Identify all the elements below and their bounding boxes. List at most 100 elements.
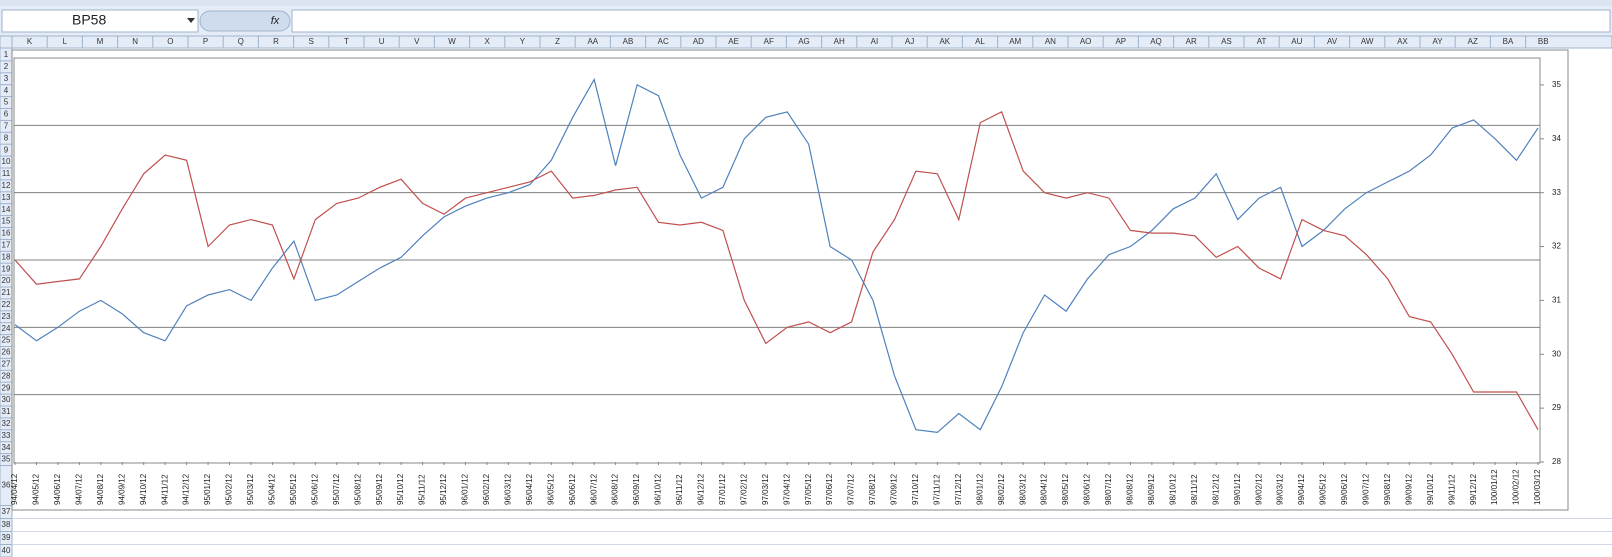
row-header: 30: [2, 395, 11, 404]
column-header: W: [448, 37, 456, 46]
x-tick-label: 96/11/12: [675, 474, 684, 505]
row-header: 4: [4, 86, 9, 95]
column-header: AR: [1186, 37, 1197, 46]
x-tick-label: 99/06/12: [1340, 473, 1349, 505]
x-tick-label: 95/05/12: [289, 473, 298, 505]
column-header: X: [485, 37, 491, 46]
column-header: Q: [238, 37, 244, 46]
x-tick-label: 99/07/12: [1362, 473, 1371, 505]
x-tick-label: 98/02/12: [997, 473, 1006, 505]
column-header: AK: [939, 37, 950, 46]
row-header: 3: [4, 74, 9, 83]
row-header: 28: [2, 371, 11, 380]
row-header: 38: [2, 520, 11, 529]
x-tick-label: 94/10/12: [139, 473, 148, 505]
formula-input[interactable]: [291, 9, 1611, 33]
x-tick-label: 97/10/12: [911, 473, 920, 505]
line-series: [14, 111, 1539, 430]
row-header: 10: [2, 157, 11, 166]
row-header: 33: [2, 431, 11, 440]
x-tick-label: 99/04/12: [1297, 473, 1306, 505]
x-tick-label: 94/04/12: [10, 473, 19, 505]
x-tick-label: 97/12/12: [954, 473, 963, 505]
name-box[interactable]: [1, 9, 199, 33]
row-header: 17: [2, 240, 11, 249]
x-tick-label: 95/06/12: [310, 473, 319, 505]
x-tick-label: 94/12/12: [182, 473, 191, 505]
x-tick-label: 99/12/12: [1469, 473, 1478, 505]
row-header: 20: [2, 276, 11, 285]
x-tick-label: 96/09/12: [632, 473, 641, 505]
column-header: AX: [1397, 37, 1408, 46]
x-tick-label: 96/06/12: [568, 473, 577, 505]
y-tick-label: 34: [1552, 134, 1561, 143]
row-header: 32: [2, 419, 11, 428]
column-header: AG: [798, 37, 810, 46]
x-tick-label: 95/01/12: [203, 473, 212, 505]
x-tick-label: 98/12/12: [1211, 473, 1220, 505]
x-tick-label: 98/08/12: [1126, 473, 1135, 505]
x-tick-label: 94/05/12: [32, 473, 41, 505]
x-tick-label: 95/10/12: [396, 473, 405, 505]
x-tick-label: 96/10/12: [654, 473, 663, 505]
x-tick-label: 98/10/12: [1168, 473, 1177, 505]
x-tick-label: 97/04/12: [782, 473, 791, 505]
x-tick-label: 95/11/12: [418, 474, 427, 505]
x-tick-label: 99/03/12: [1276, 473, 1285, 505]
name-box-dropdown[interactable]: [187, 18, 195, 23]
row-header: 5: [4, 98, 9, 107]
x-tick-label: 96/03/12: [503, 473, 512, 505]
column-header: AV: [1327, 37, 1338, 46]
column-header: AT: [1257, 37, 1267, 46]
x-tick-label: 95/08/12: [353, 473, 362, 505]
row-header: 23: [2, 312, 11, 321]
x-tick-label: 99/09/12: [1404, 473, 1413, 505]
x-tick-label: 100/02/12: [1512, 469, 1521, 505]
x-tick-label: 98/01/12: [975, 473, 984, 505]
row-header: 40: [2, 546, 11, 555]
x-tick-label: 96/01/12: [461, 473, 470, 505]
x-tick-label: 96/08/12: [611, 473, 620, 505]
x-tick-label: 99/10/12: [1426, 473, 1435, 505]
x-tick-label: 99/01/12: [1233, 473, 1242, 505]
fx-button[interactable]: fx: [271, 15, 280, 27]
x-tick-label: 94/09/12: [117, 473, 126, 505]
row-header: 22: [2, 300, 11, 309]
x-tick-label: 94/06/12: [53, 473, 62, 505]
x-tick-label: 97/01/12: [718, 473, 727, 505]
column-header: AO: [1080, 37, 1092, 46]
column-header: BB: [1538, 37, 1549, 46]
y-tick-label: 31: [1552, 296, 1561, 305]
column-header: Z: [555, 37, 560, 46]
row-header: 27: [2, 359, 11, 368]
x-tick-label: 97/07/12: [847, 473, 856, 505]
column-header: AZ: [1468, 37, 1478, 46]
row-header: 24: [2, 324, 11, 333]
x-tick-label: 96/04/12: [525, 473, 534, 505]
y-tick-label: 30: [1552, 349, 1561, 358]
column-header: AB: [623, 37, 634, 46]
row-header: 18: [2, 252, 11, 261]
x-tick-label: 97/09/12: [890, 473, 899, 505]
column-header: AS: [1221, 37, 1232, 46]
x-tick-label: 97/11/12: [932, 474, 941, 505]
x-tick-label: 95/07/12: [332, 473, 341, 505]
x-tick-label: 97/06/12: [825, 473, 834, 505]
x-tick-label: 94/07/12: [74, 473, 83, 505]
column-header: U: [379, 37, 385, 46]
column-header: AE: [728, 37, 739, 46]
y-tick-label: 35: [1552, 80, 1561, 89]
x-tick-label: 95/04/12: [268, 473, 277, 505]
x-tick-label: 94/11/12: [160, 474, 169, 505]
y-tick-label: 29: [1552, 403, 1561, 412]
row-header: 34: [2, 443, 11, 452]
row-header: 2: [4, 62, 9, 71]
row-header: 8: [4, 133, 9, 142]
row-header: 25: [2, 336, 11, 345]
column-header: AU: [1291, 37, 1302, 46]
column-header: K: [27, 37, 33, 46]
row-header: 1: [4, 50, 9, 59]
x-tick-label: 98/03/12: [1018, 473, 1027, 505]
x-tick-label: 99/11/12: [1447, 474, 1456, 505]
